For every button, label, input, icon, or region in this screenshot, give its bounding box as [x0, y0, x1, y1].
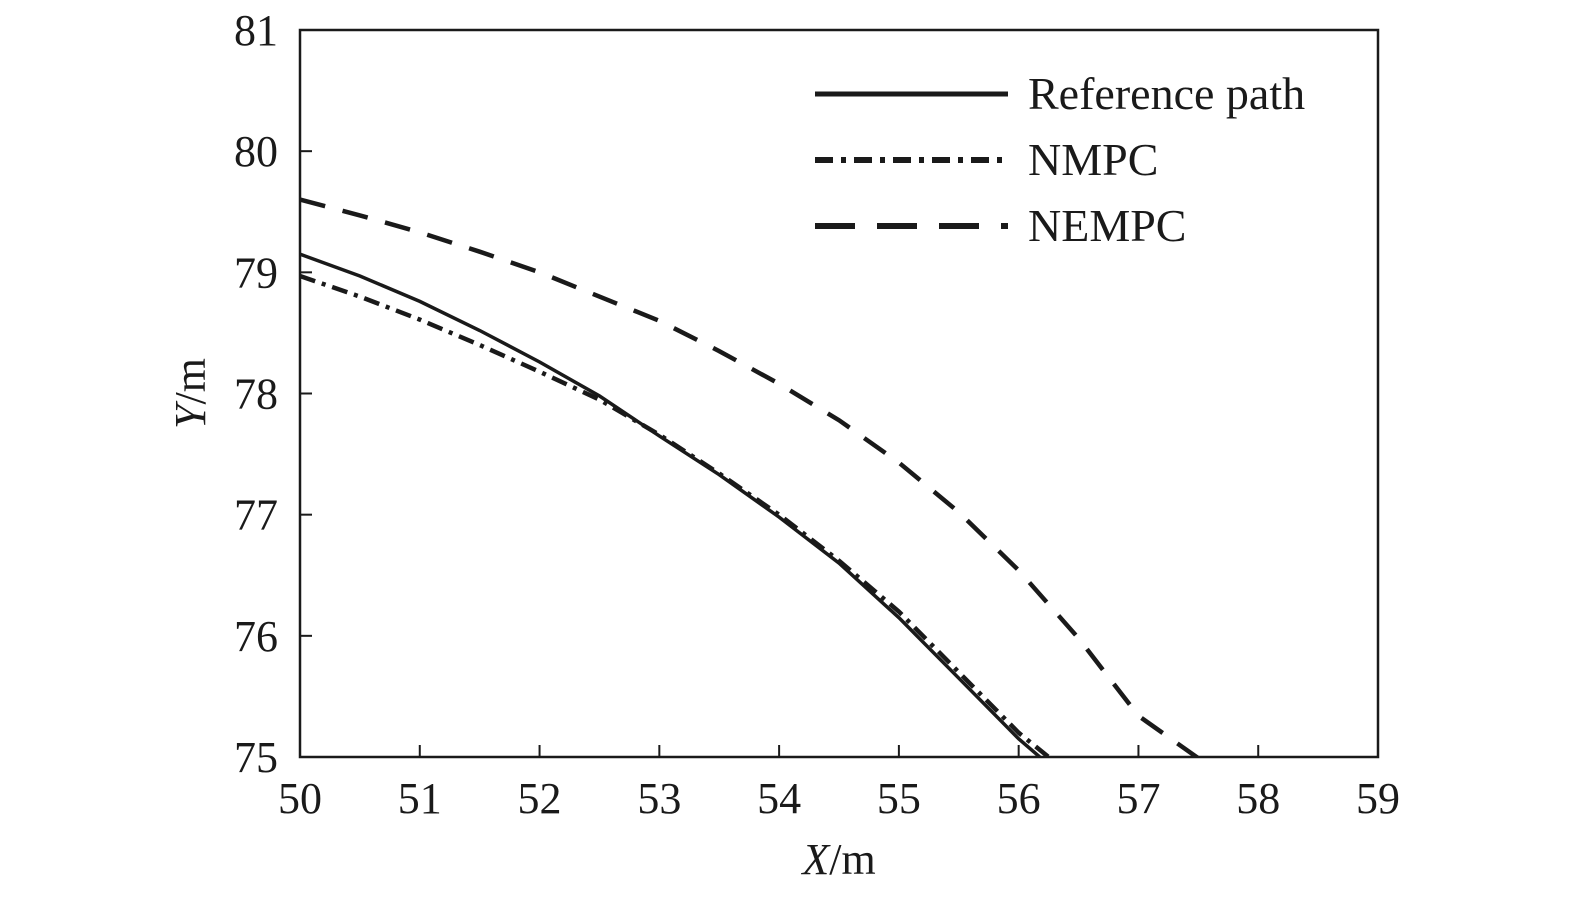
- y-axis-label: Y/m: [166, 358, 215, 429]
- x-tick-label: 55: [877, 774, 921, 823]
- x-tick-label: 51: [398, 774, 442, 823]
- x-axis-label-unit: /m: [829, 835, 875, 884]
- legend-label: NEMPC: [1028, 200, 1186, 251]
- x-axis-label: X/m: [800, 835, 875, 884]
- x-tick-label: 54: [757, 774, 801, 823]
- y-tick-label: 79: [234, 248, 278, 297]
- x-tick-label: 59: [1356, 774, 1400, 823]
- y-tick-label: 78: [234, 370, 278, 419]
- x-tick-label: 57: [1116, 774, 1160, 823]
- y-axis-label-var: Y: [166, 400, 215, 429]
- series-line-nmpc: [300, 273, 1051, 757]
- legend-label: Reference path: [1028, 68, 1305, 119]
- x-tick-label: 53: [637, 774, 681, 823]
- legend-label: NMPC: [1028, 134, 1158, 185]
- x-tick-label: 52: [518, 774, 562, 823]
- plot-area-frame: [298, 28, 1380, 759]
- series-line-reference-path: [300, 252, 1043, 757]
- x-tick-label: 50: [278, 774, 322, 823]
- y-tick-label: 75: [234, 733, 278, 782]
- y-tick-label: 77: [234, 491, 278, 540]
- y-axis-label-unit: /m: [166, 358, 215, 404]
- y-tick-label: 81: [234, 6, 278, 55]
- y-tick-label: 80: [234, 127, 278, 176]
- x-axis-label-var: X: [800, 835, 831, 884]
- tick-labels: 50 51 52 53 54 55 56 57 58 59 75 76 77 78 79 80 81: [234, 6, 1400, 823]
- legend: Reference path NMPC NEMPC: [815, 68, 1305, 251]
- x-tick-label: 56: [997, 774, 1041, 823]
- axis-ticks: [299, 29, 1379, 758]
- series-line-nempc: [300, 197, 1200, 757]
- x-tick-label: 58: [1236, 774, 1280, 823]
- y-tick-label: 76: [234, 612, 278, 661]
- plot-series: [300, 197, 1200, 757]
